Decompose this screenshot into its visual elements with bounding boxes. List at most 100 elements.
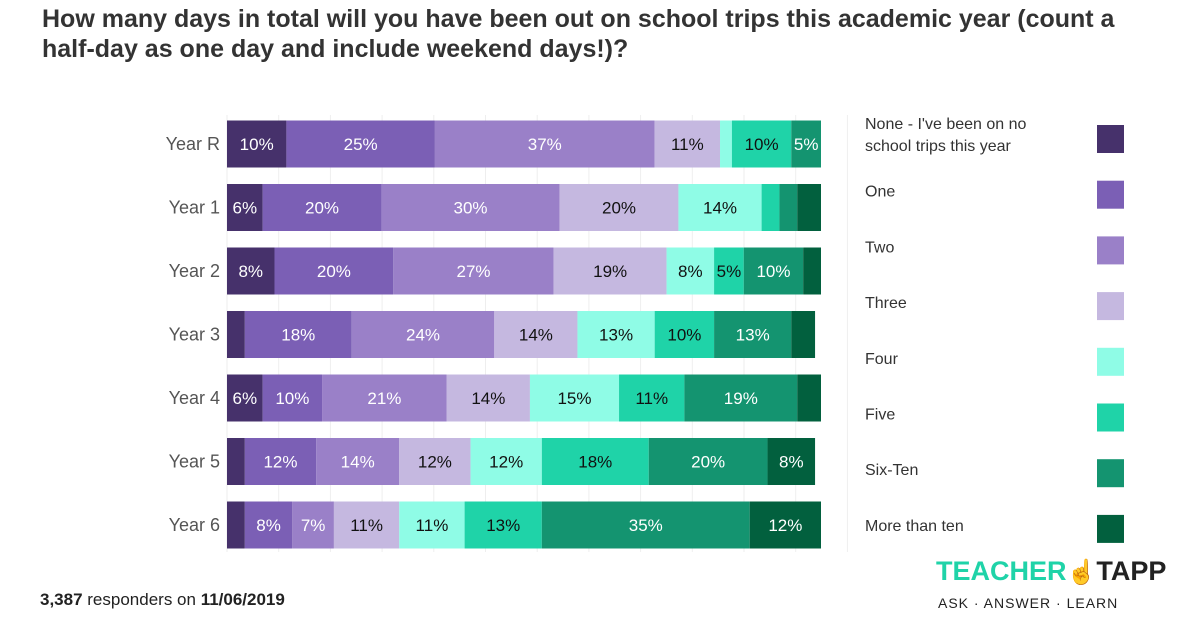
data-label: 5% <box>717 262 742 281</box>
bar-segment <box>767 438 816 485</box>
bar-segment <box>227 311 245 358</box>
bar-segment <box>494 311 578 358</box>
category-label: Year 6 <box>169 515 220 535</box>
bar-segment <box>262 374 323 422</box>
teacher-tapp-logo: TEACHER☝TAPP ASK · ANSWER · LEARN <box>936 556 1176 628</box>
data-label: 27% <box>456 262 490 281</box>
bar-segment <box>244 311 352 358</box>
data-label: 30% <box>454 199 488 218</box>
data-label: 7% <box>301 516 326 535</box>
bar-segment <box>559 184 679 231</box>
bar-segment <box>797 374 821 422</box>
bar-segment <box>274 247 394 295</box>
data-label: 10% <box>275 389 309 408</box>
data-label: 11% <box>635 389 668 408</box>
bar-segment <box>553 247 667 295</box>
footer: 3,387 responders on 11/06/2019 <box>40 590 285 610</box>
bar-segment <box>791 311 816 358</box>
footer-text: responders on <box>82 590 201 609</box>
data-label: 10% <box>240 135 274 154</box>
legend-label: Three <box>865 295 907 312</box>
category-label: Year 4 <box>169 388 220 408</box>
data-label: 10% <box>667 326 701 345</box>
bar-segment <box>227 120 287 168</box>
bar-segment <box>619 374 685 422</box>
bar-segment <box>743 247 804 295</box>
bar-segment <box>286 120 435 168</box>
data-label: 8% <box>256 516 281 535</box>
bar-segment <box>227 247 275 295</box>
data-label: 14% <box>519 326 553 345</box>
logo-teacher: TEACHER <box>936 556 1067 586</box>
bar-segment <box>227 501 245 549</box>
tap-hand-icon: ☝ <box>1066 559 1097 586</box>
legend-swatch <box>1097 236 1124 265</box>
logo-tapp: TAPP <box>1096 556 1167 586</box>
data-label: 13% <box>599 326 633 345</box>
data-label: 25% <box>344 135 378 154</box>
bar-segment <box>381 184 560 231</box>
data-label: 37% <box>528 135 562 154</box>
bar-segment <box>244 501 293 549</box>
legend-swatch <box>1097 459 1124 488</box>
data-label: 21% <box>367 389 401 408</box>
data-label: 15% <box>557 389 591 408</box>
data-label: 20% <box>305 199 339 218</box>
data-label: 35% <box>629 516 663 535</box>
bar-segment <box>541 501 750 549</box>
legend-swatch <box>1097 292 1124 321</box>
bar-segment <box>791 120 821 168</box>
bar-segment <box>227 184 263 231</box>
bar-segment <box>654 311 715 358</box>
data-label: 12% <box>489 453 523 472</box>
data-label: 19% <box>593 262 627 281</box>
bar-segment <box>648 438 768 485</box>
legend-label: None - I've been on no <box>865 116 1026 133</box>
category-label: Year R <box>166 134 220 154</box>
bar-segment <box>654 120 721 168</box>
data-label: 11% <box>416 516 449 535</box>
bar-segment <box>541 438 649 485</box>
data-label: 12% <box>768 516 802 535</box>
data-label: 12% <box>263 453 297 472</box>
legend-label: More than ten <box>865 518 964 535</box>
bar-segment <box>227 438 245 485</box>
bar-segment <box>731 120 792 168</box>
bar-segment <box>262 184 382 231</box>
data-label: 11% <box>671 135 704 154</box>
bar-segment <box>529 374 620 422</box>
bar-segment <box>803 247 821 295</box>
data-label: 13% <box>486 516 520 535</box>
legend-swatch <box>1097 403 1124 432</box>
bar-segment <box>779 184 798 231</box>
bar-segment <box>797 184 821 231</box>
bar-segment <box>351 311 495 358</box>
bar-segment <box>393 247 554 295</box>
bar-segment <box>316 438 400 485</box>
data-label: 10% <box>756 262 790 281</box>
category-label: Year 2 <box>169 261 220 281</box>
data-label: 19% <box>724 389 758 408</box>
data-label: 8% <box>779 453 804 472</box>
bar-segment <box>292 501 334 549</box>
bar-segment <box>720 120 732 168</box>
legend-label: Six-Ten <box>865 462 918 479</box>
logo-tagline: ASK · ANSWER · LEARN <box>938 595 1119 611</box>
legend-swatch <box>1097 514 1124 543</box>
data-label: 20% <box>691 453 725 472</box>
data-label: 14% <box>341 453 375 472</box>
bar-segment <box>684 374 798 422</box>
bar-segment <box>434 120 655 168</box>
data-label: 18% <box>578 453 612 472</box>
bar-segment <box>714 247 744 295</box>
category-label: Year 3 <box>169 325 220 345</box>
bar-segment <box>399 501 465 549</box>
bar-segment <box>678 184 762 231</box>
data-label: 20% <box>317 262 351 281</box>
legend-swatch <box>1097 125 1124 153</box>
data-label: 20% <box>602 199 636 218</box>
legend-label: Five <box>865 407 895 424</box>
chart-title: How many days in total will you have bee… <box>42 5 1115 63</box>
bar-segment <box>227 374 263 422</box>
